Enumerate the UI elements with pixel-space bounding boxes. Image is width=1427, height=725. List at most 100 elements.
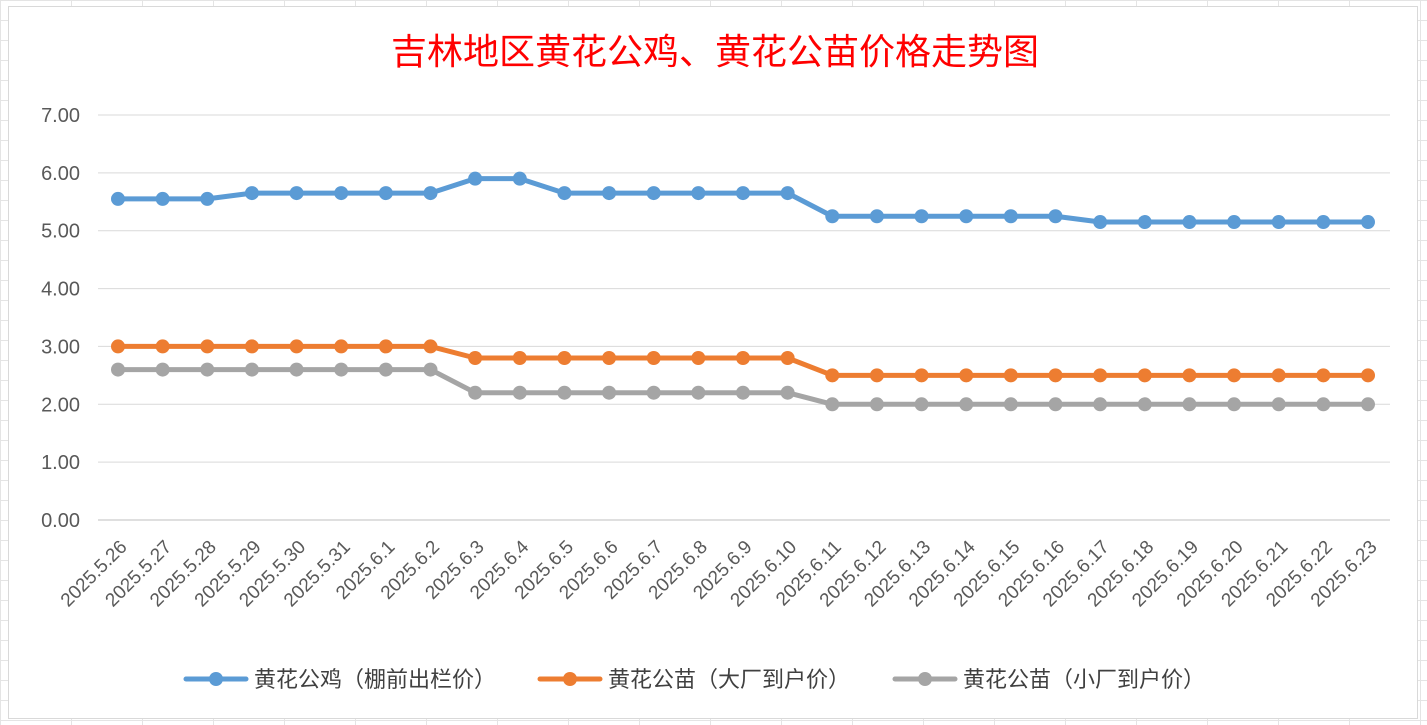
data-point: [244, 362, 259, 377]
data-point: [423, 362, 438, 377]
data-point: [1003, 209, 1018, 224]
series-lines: [111, 171, 1375, 412]
data-point: [557, 351, 572, 365]
data-point: [423, 339, 438, 354]
series-2: [111, 339, 1375, 383]
data-point: [736, 186, 750, 201]
data-point: [512, 385, 527, 400]
data-point: [244, 186, 259, 201]
data-point: [200, 339, 215, 354]
data-point: [289, 186, 304, 201]
chart-frame: [8, 6, 1418, 719]
data-point: [200, 362, 215, 377]
data-point: [869, 368, 884, 383]
data-point: [1137, 368, 1152, 383]
data-point: [1227, 368, 1242, 383]
legend-item: 黄花公鸡（棚前出栏价）: [183, 668, 496, 693]
legend-marker: [563, 672, 577, 686]
chart-title: 吉林地区黄花公鸡、黄花公苗价格走势图: [391, 32, 1039, 73]
data-point: [736, 351, 750, 365]
data-point: [111, 191, 125, 206]
data-point: [1048, 397, 1063, 412]
data-point: [111, 339, 125, 354]
data-point: [557, 186, 572, 201]
data-point: [602, 351, 617, 365]
data-point: [1093, 397, 1108, 412]
series-line: [115, 176, 1371, 225]
data-point: [334, 186, 349, 201]
data-point: [959, 397, 974, 412]
legend-label: 黄花公苗（小厂到户价）: [963, 668, 1205, 693]
y-tick-label: 0.00: [41, 510, 80, 532]
legend: 黄花公鸡（棚前出栏价） 黄花公苗（大厂到户价） 黄花公苗（小厂到户价）: [183, 668, 1205, 693]
y-tick-label: 3.00: [41, 336, 80, 358]
data-point: [914, 368, 929, 383]
data-point: [289, 339, 304, 354]
data-point: [914, 397, 929, 412]
data-point: [1093, 368, 1108, 383]
data-point: [1316, 215, 1331, 230]
legend-item: 黄花公苗（小厂到户价）: [892, 668, 1205, 693]
data-point: [1361, 397, 1375, 412]
y-tick-label: 6.00: [41, 163, 80, 185]
data-point: [1093, 215, 1108, 230]
legend-label: 黄花公苗（大厂到户价）: [608, 668, 850, 693]
data-point: [1137, 397, 1152, 412]
legend-marker: [209, 672, 223, 686]
data-point: [512, 351, 527, 365]
data-point: [468, 385, 483, 400]
data-point: [468, 171, 483, 186]
data-point: [1048, 368, 1063, 383]
legend-item: 黄花公苗（大厂到户价）: [537, 668, 850, 693]
data-point: [1182, 215, 1197, 230]
data-point: [1227, 397, 1242, 412]
data-point: [289, 362, 304, 377]
data-point: [1182, 397, 1197, 412]
data-point: [200, 191, 215, 206]
y-tick-label: 4.00: [41, 279, 80, 301]
data-point: [378, 339, 393, 354]
data-point: [959, 368, 974, 383]
data-point: [780, 186, 795, 201]
data-point: [1361, 215, 1375, 230]
legend-label: 黄花公鸡（棚前出栏价）: [254, 668, 496, 693]
data-point: [423, 186, 438, 201]
data-point: [825, 209, 840, 224]
data-point: [334, 362, 349, 377]
legend-marker: [918, 672, 932, 686]
series-3: [111, 362, 1375, 412]
data-point: [780, 351, 795, 365]
data-point: [155, 339, 170, 354]
data-point: [468, 351, 483, 365]
data-point: [691, 351, 706, 365]
y-axis-ticks: 0.00 1.00 2.00 3.00 4.00 5.00 6.00 7.00: [41, 105, 80, 532]
data-point: [244, 339, 259, 354]
data-point: [825, 397, 840, 412]
data-point: [780, 385, 795, 400]
data-point: [1137, 215, 1152, 230]
data-point: [736, 385, 750, 400]
data-point: [646, 385, 661, 400]
data-point: [1316, 397, 1331, 412]
data-point: [334, 339, 349, 354]
data-point: [1227, 215, 1242, 230]
data-point: [378, 186, 393, 201]
data-point: [869, 209, 884, 224]
y-tick-label: 5.00: [41, 221, 80, 243]
data-point: [602, 385, 617, 400]
data-point: [691, 186, 706, 201]
data-point: [111, 362, 125, 377]
data-point: [1271, 215, 1286, 230]
data-point: [1316, 368, 1331, 383]
y-tick-label: 2.00: [41, 394, 80, 416]
data-point: [1361, 368, 1375, 383]
data-point: [602, 186, 617, 201]
data-point: [869, 397, 884, 412]
data-point: [1003, 368, 1018, 383]
data-point: [557, 385, 572, 400]
data-point: [959, 209, 974, 224]
data-point: [155, 191, 170, 206]
data-point: [155, 362, 170, 377]
data-point: [1271, 397, 1286, 412]
